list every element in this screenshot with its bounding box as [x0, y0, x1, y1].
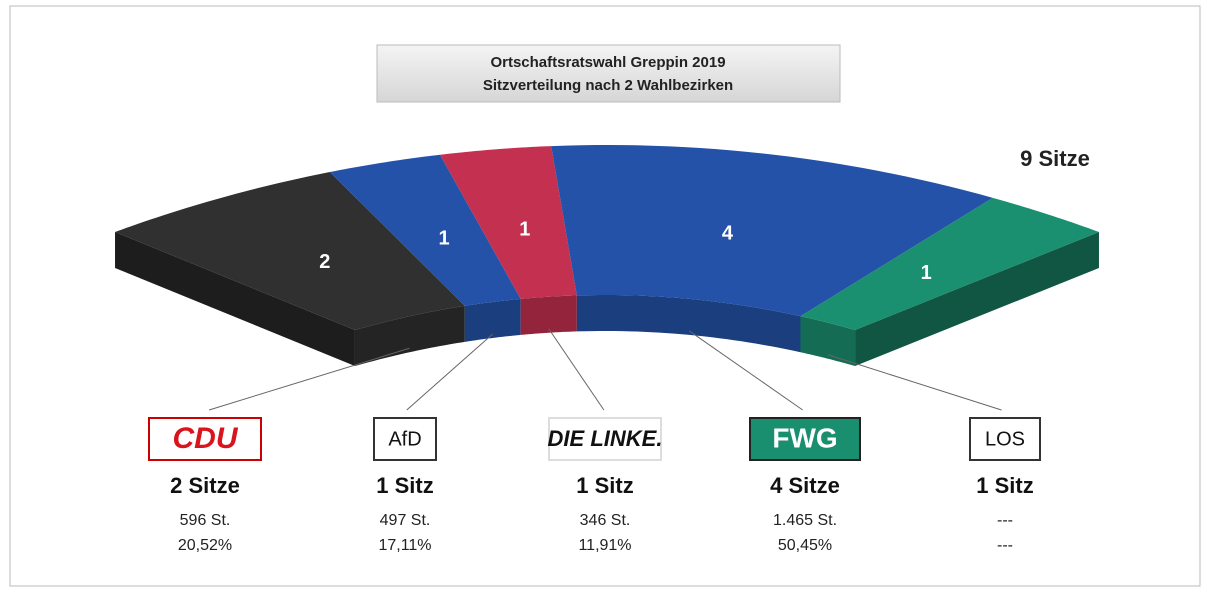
vote-label: 346 St. — [580, 512, 631, 529]
party-logo — [373, 417, 437, 461]
inner-side-face — [800, 316, 856, 367]
vote-label: 1.465 St. — [773, 512, 837, 529]
segment-label: 2 — [319, 251, 330, 273]
party-logo — [548, 417, 662, 461]
vote-label: 497 St. — [380, 512, 431, 529]
end-face — [115, 231, 355, 367]
leader-line — [208, 347, 410, 411]
seat-segment — [551, 145, 993, 317]
party-name: AfD — [388, 428, 421, 450]
seat-label: 1 Sitz — [976, 473, 1033, 498]
vote-label: 596 St. — [180, 512, 231, 529]
chart-subtitle: Sitzverteilung nach 2 Wahlbezirken — [483, 77, 733, 94]
party-logo — [749, 417, 861, 461]
total-seats: 9 Sitze — [1020, 146, 1090, 171]
seat-segment — [800, 197, 1099, 331]
frame — [9, 5, 1201, 587]
party-name: LOS — [985, 428, 1025, 450]
leader-line — [548, 328, 605, 411]
inner-side-face — [576, 295, 801, 353]
percent-label: --- — [997, 537, 1013, 554]
segment-label: 4 — [722, 222, 734, 244]
party-logo — [148, 417, 262, 461]
chart-title: Ortschaftsratswahl Greppin 2019 — [490, 54, 725, 71]
party-logo — [969, 417, 1041, 461]
party-name: CDU — [173, 422, 239, 455]
percent-label: 20,52% — [178, 537, 232, 554]
seat-label: 4 Sitze — [770, 473, 840, 498]
seat-label: 1 Sitz — [376, 473, 433, 498]
segment-label: 1 — [519, 219, 530, 241]
seat-segment — [115, 172, 465, 331]
seat-segment — [439, 146, 577, 299]
percent-label: 17,11% — [378, 537, 431, 554]
end-face — [855, 231, 1099, 367]
seat-label: 1 Sitz — [576, 473, 633, 498]
leader-line — [406, 333, 494, 411]
inner-side-face — [520, 295, 577, 335]
party-name: FWG — [772, 422, 837, 453]
segment-label: 1 — [439, 227, 450, 249]
seat-label: 2 Sitze — [170, 473, 240, 498]
segment-label: 1 — [921, 262, 932, 284]
leader-line — [689, 330, 803, 411]
percent-label: 50,45% — [778, 537, 832, 554]
inner-side-face — [354, 305, 465, 367]
leader-line — [827, 354, 1002, 411]
vote-label: --- — [997, 512, 1013, 529]
inner-side-face — [464, 298, 521, 342]
percent-label: 11,91% — [578, 537, 631, 554]
seat-segment — [329, 154, 521, 306]
title-box — [376, 44, 841, 103]
party-name: DIE LINKE. — [548, 426, 663, 451]
